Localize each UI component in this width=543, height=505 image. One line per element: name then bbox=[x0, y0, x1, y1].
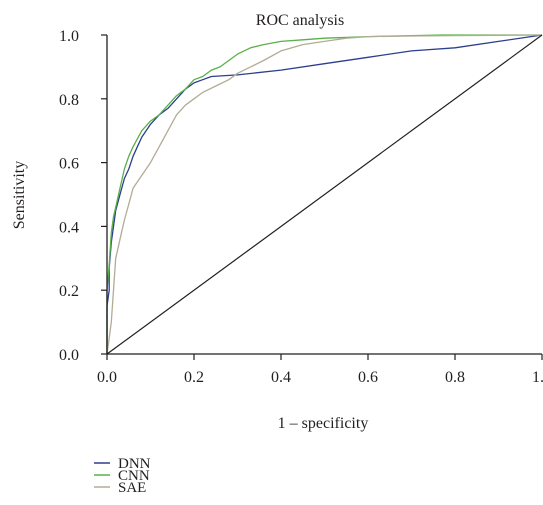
x-tick-label: 0.6 bbox=[358, 369, 378, 386]
legend-label-sae: SAE bbox=[118, 480, 146, 496]
x-tick-label: 1.0 bbox=[532, 369, 543, 386]
x-tick-label: 0.4 bbox=[271, 369, 291, 386]
plot-area bbox=[106, 34, 543, 355]
y-ticks: 0.0 0.2 0.4 0.6 0.8 1.0 bbox=[59, 28, 107, 364]
series-line-cnn bbox=[106, 34, 542, 354]
legend-label-cnn: CNN bbox=[118, 468, 150, 484]
chart-title: ROC analysis bbox=[256, 12, 344, 29]
legend-label-dnn: DNN bbox=[118, 456, 151, 472]
x-tick-label: 0.2 bbox=[184, 369, 204, 386]
y-tick-label: 0.8 bbox=[59, 92, 79, 109]
y-tick-label: 1.0 bbox=[59, 28, 79, 45]
y-axis-label: Sensitivity bbox=[11, 161, 28, 229]
y-tick-label: 0.2 bbox=[59, 283, 79, 300]
series-line-sae bbox=[106, 34, 543, 355]
x-tick-label: 0.8 bbox=[445, 369, 465, 386]
y-tick-label: 0.4 bbox=[59, 219, 79, 236]
x-tick-label: 0.0 bbox=[97, 369, 117, 386]
reference-diagonal-line bbox=[106, 34, 543, 355]
x-axis-label: 1 – specificity bbox=[278, 415, 369, 432]
y-tick-label: 0.0 bbox=[59, 347, 79, 364]
y-tick-label: 0.6 bbox=[59, 156, 79, 173]
x-ticks: 0.0 0.2 0.4 0.6 0.8 1.0 bbox=[97, 354, 543, 386]
